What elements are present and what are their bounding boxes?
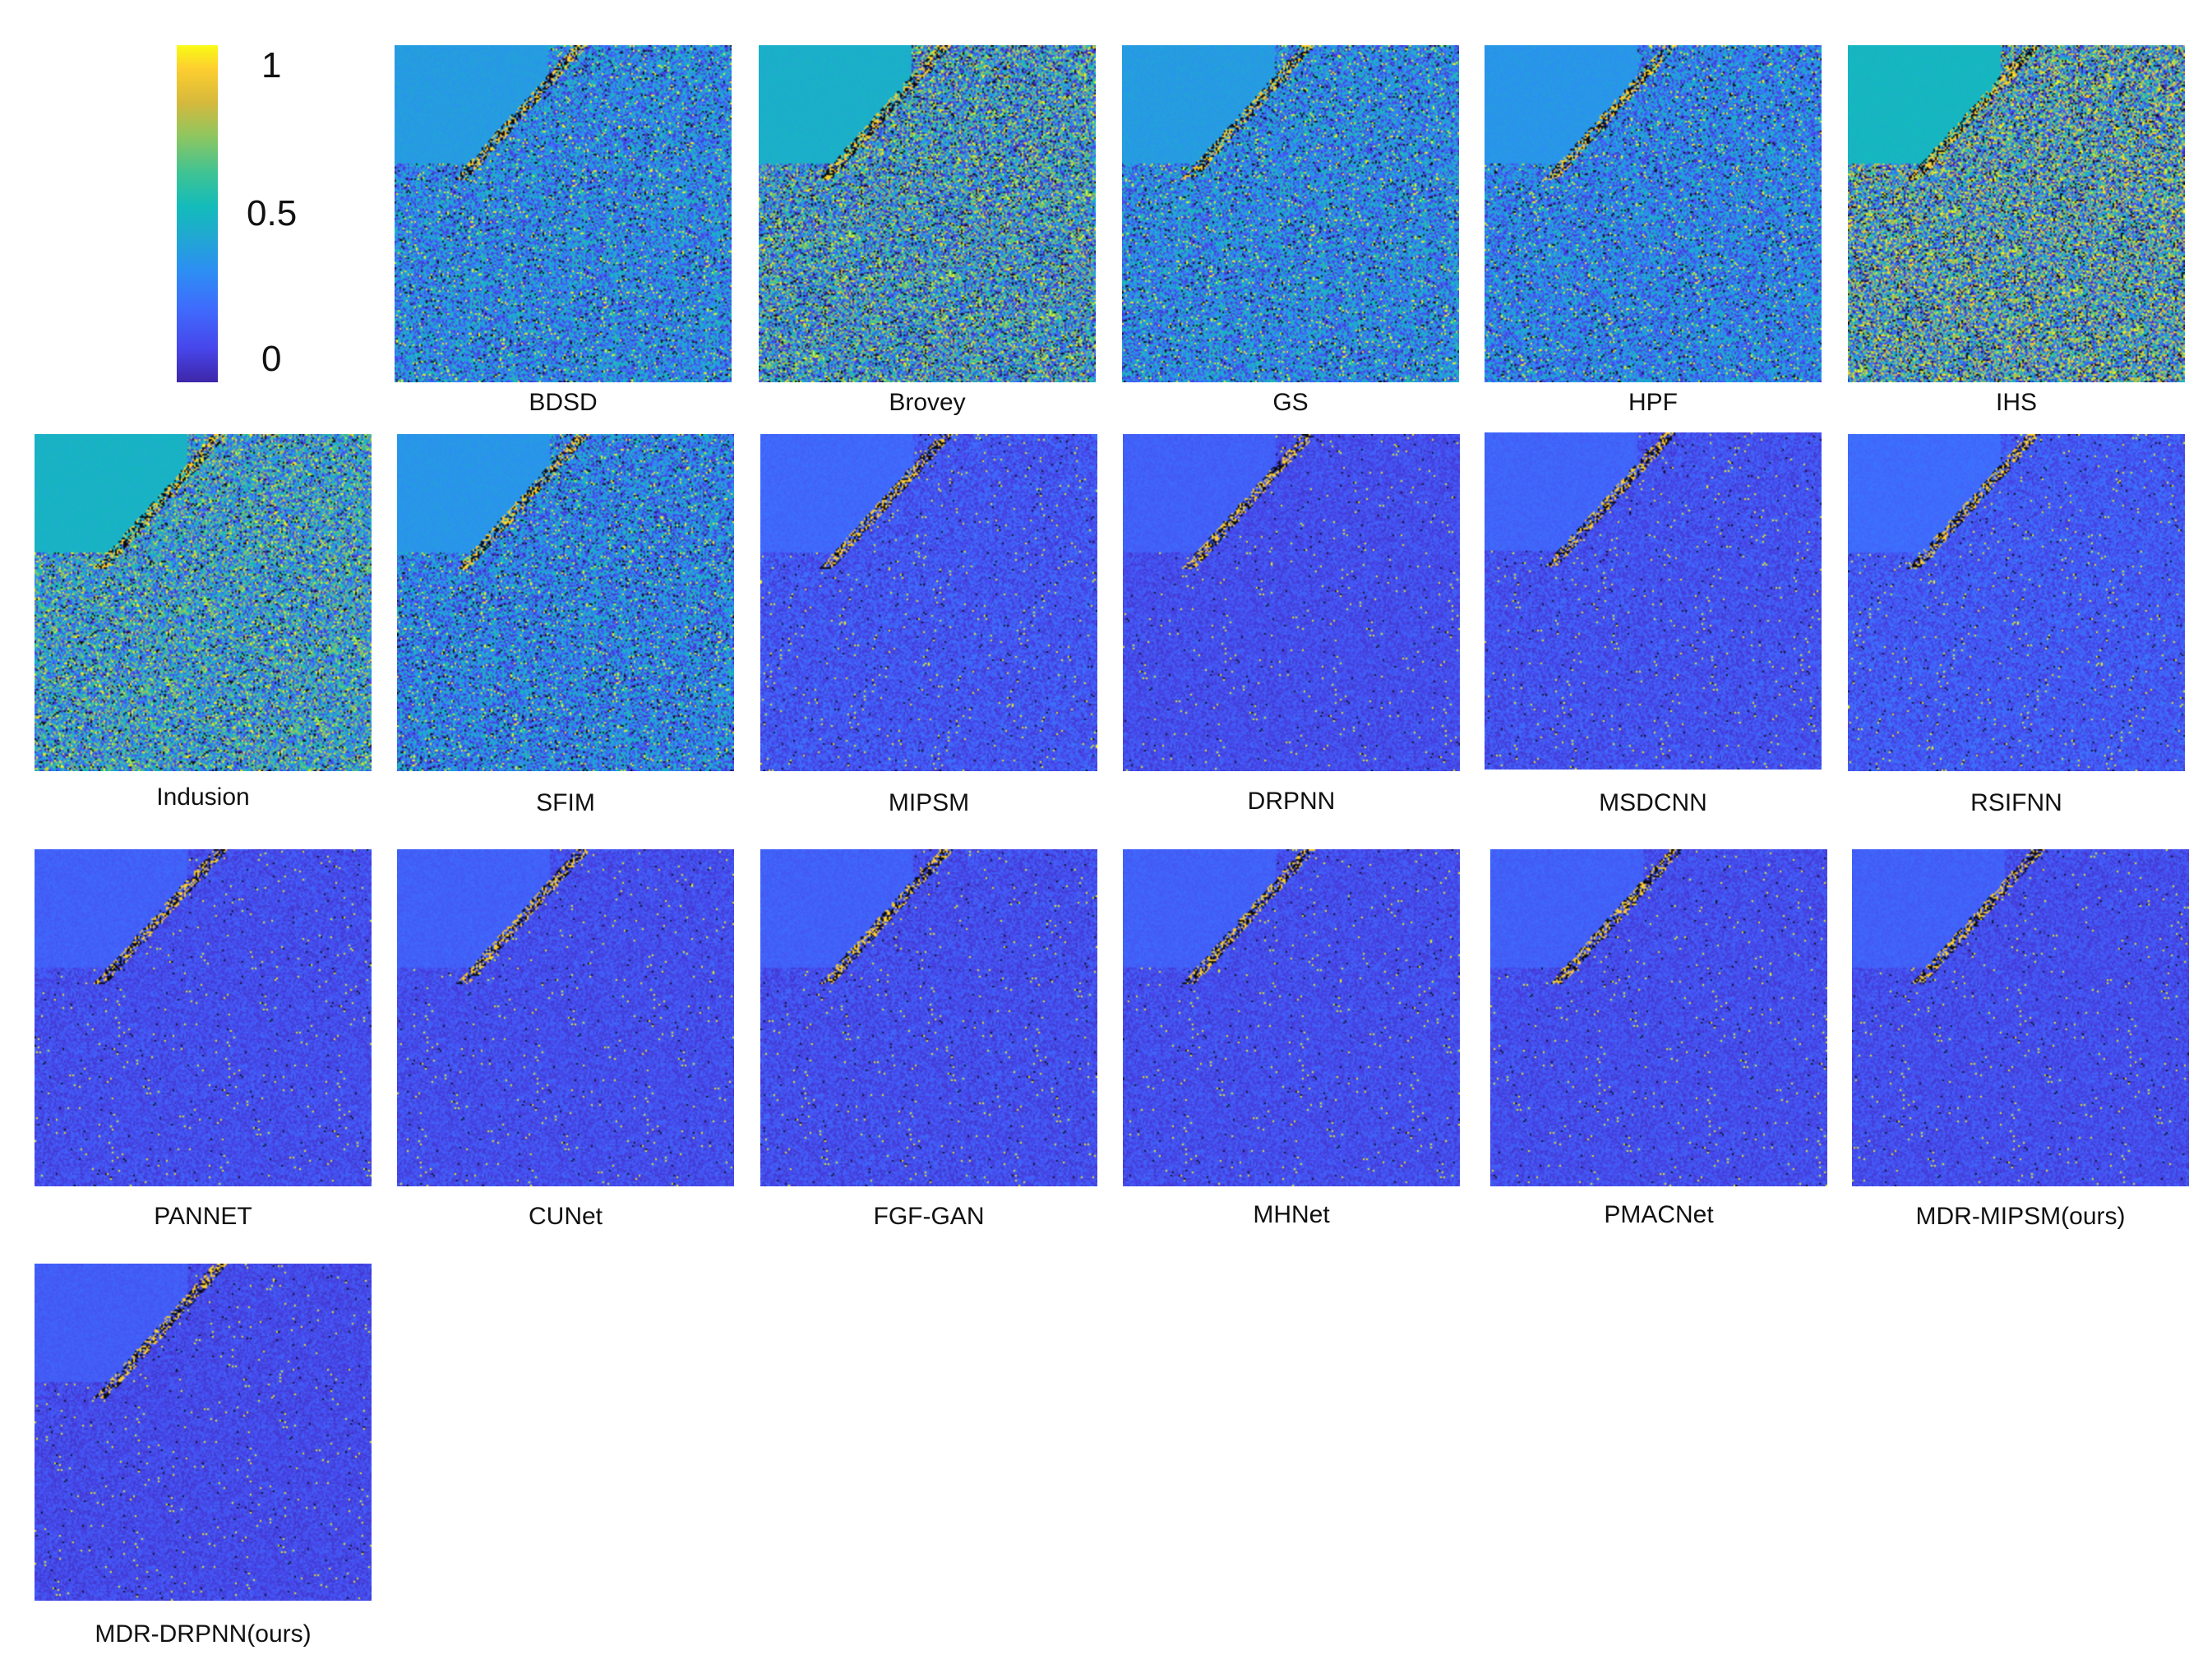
error-map-mhnet	[1123, 849, 1460, 1186]
caption-mipsm: MIPSM	[888, 789, 970, 816]
caption-mhnet: MHNet	[1253, 1201, 1330, 1228]
caption-pmacnet: PMACNet	[1604, 1201, 1714, 1228]
error-map-bdsd	[395, 45, 732, 382]
caption-msdcnn: MSDCNN	[1599, 789, 1707, 816]
caption-brovey: Brovey	[889, 389, 966, 416]
caption-indusion: Indusion	[156, 783, 250, 811]
caption-sfim: SFIM	[536, 789, 595, 816]
error-map-drpnn	[1123, 434, 1460, 771]
error-map-brovey	[759, 45, 1096, 382]
error-map-cunet	[397, 849, 734, 1186]
error-map-mdr-mipsm	[1852, 849, 2189, 1186]
colorbar-tick-max: 1	[261, 45, 282, 86]
error-map-pmacnet	[1490, 849, 1827, 1186]
caption-mdr-drpnn: MDR-DRPNN(ours)	[95, 1620, 312, 1648]
error-map-rsifnn	[1848, 434, 2185, 771]
error-map-sfim	[397, 434, 734, 771]
colorbar-tick-mid: 0.5	[247, 193, 298, 233]
error-map-msdcnn	[1485, 432, 1822, 770]
error-map-indusion	[35, 434, 372, 771]
caption-cunet: CUNet	[528, 1203, 603, 1230]
caption-ihs: IHS	[1995, 389, 2037, 416]
error-map-ihs	[1848, 45, 2185, 382]
error-map-mipsm	[760, 434, 1097, 771]
error-map-gs	[1122, 45, 1459, 382]
error-map-mdr-drpnn	[35, 1264, 372, 1601]
caption-rsifnn: RSIFNN	[1970, 789, 2062, 816]
caption-pannet: PANNET	[154, 1203, 252, 1230]
caption-gs: GS	[1272, 389, 1309, 416]
caption-bdsd: BDSD	[529, 389, 598, 416]
caption-drpnn: DRPNN	[1247, 788, 1336, 815]
colorbar-tick-min: 0	[261, 339, 282, 379]
error-map-hpf	[1485, 45, 1822, 382]
caption-fgf-gan: FGF-GAN	[873, 1203, 985, 1230]
caption-mdr-mipsm: MDR-MIPSM(ours)	[1915, 1203, 2126, 1230]
error-map-fgf-gan	[760, 849, 1097, 1186]
caption-hpf: HPF	[1628, 389, 1678, 416]
colorbar	[177, 45, 218, 382]
error-map-pannet	[35, 849, 372, 1186]
